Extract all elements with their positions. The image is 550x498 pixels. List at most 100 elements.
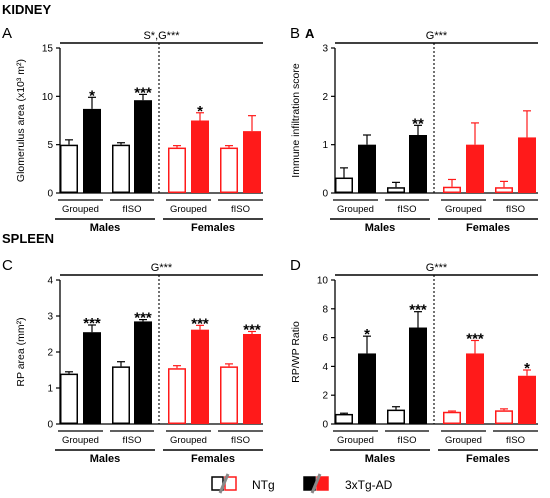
group-label: fISO bbox=[506, 435, 525, 446]
bar bbox=[387, 409, 405, 425]
legend: NTg 3xTg-AD bbox=[211, 473, 393, 494]
bar bbox=[83, 108, 101, 193]
y-tick-label: 1 bbox=[322, 140, 328, 151]
bar bbox=[191, 329, 209, 424]
y-tick-label: 10 bbox=[317, 276, 329, 287]
significance-marker: * bbox=[197, 103, 203, 120]
legend-swatch-ntg bbox=[211, 473, 237, 494]
group-label: fISO bbox=[122, 435, 141, 446]
y-tick-label: 0 bbox=[47, 189, 53, 200]
bar bbox=[518, 137, 536, 194]
panel-label: B bbox=[290, 25, 300, 42]
y-tick-label: 8 bbox=[322, 304, 328, 315]
legend-label-ntg: NTg bbox=[252, 478, 275, 492]
group-label: Grouped bbox=[445, 204, 482, 215]
swatch-slash bbox=[218, 473, 230, 494]
group-label: Grouped bbox=[170, 435, 207, 446]
y-tick-label: 10 bbox=[42, 92, 54, 103]
legend-swatch-3xtg bbox=[303, 473, 329, 494]
sex-label: Females bbox=[466, 453, 510, 465]
bar bbox=[335, 413, 353, 425]
panel-label: A bbox=[2, 25, 12, 42]
significance-marker: *** bbox=[466, 330, 484, 347]
bar bbox=[243, 334, 261, 424]
sex-label: Males bbox=[90, 222, 121, 234]
bar bbox=[112, 366, 130, 424]
y-axis-label: Glomerulus area (x10³ m²) bbox=[15, 59, 27, 182]
group-label: Grouped bbox=[62, 435, 99, 446]
group-label: fISO bbox=[397, 435, 416, 446]
y-tick-label: 2 bbox=[322, 92, 328, 103]
bar bbox=[168, 368, 186, 425]
panel-label: D bbox=[290, 257, 301, 274]
stats-label: G*** bbox=[426, 262, 448, 274]
significance-marker: *** bbox=[191, 315, 209, 332]
bar bbox=[168, 147, 186, 193]
significance-marker: * bbox=[364, 326, 370, 343]
group-label: fISO bbox=[122, 204, 141, 215]
sex-label: Females bbox=[191, 453, 235, 465]
y-axis-label: RP area (mm²) bbox=[15, 317, 27, 386]
panel-sublabel: A bbox=[305, 26, 315, 41]
bar bbox=[358, 353, 376, 424]
significance-marker: *** bbox=[134, 310, 152, 327]
bar bbox=[220, 147, 238, 193]
y-tick-label: 0 bbox=[47, 420, 53, 431]
significance-marker: *** bbox=[409, 302, 427, 319]
bar bbox=[83, 332, 101, 425]
bar bbox=[466, 353, 484, 424]
sex-label: Females bbox=[191, 222, 235, 234]
sex-label: Females bbox=[466, 222, 510, 234]
y-tick-label: 3 bbox=[322, 44, 328, 55]
bar bbox=[112, 144, 130, 194]
section-title-kidney: KIDNEY bbox=[2, 2, 51, 17]
y-tick-label: 2 bbox=[47, 348, 53, 359]
group-label: Grouped bbox=[337, 204, 374, 215]
group-label: Grouped bbox=[170, 204, 207, 215]
bar bbox=[409, 135, 427, 193]
bar bbox=[220, 366, 238, 424]
bar bbox=[335, 177, 353, 194]
legend-label-3xtg: 3xTg-AD bbox=[345, 478, 393, 492]
swatch-slash bbox=[310, 473, 322, 494]
y-axis-label: RP/WP Ratio bbox=[290, 321, 302, 383]
group-label: Grouped bbox=[337, 435, 374, 446]
y-tick-label: 4 bbox=[47, 276, 53, 287]
y-tick-label: 5 bbox=[47, 140, 53, 151]
group-label: Grouped bbox=[62, 204, 99, 215]
bar bbox=[495, 410, 513, 425]
stats-label: G*** bbox=[151, 262, 173, 274]
group-label: fISO bbox=[231, 204, 250, 215]
chart-panel-A: A 0 5 10 15 Glomerulus area (x10³ m²) S*,G*** *… bbox=[2, 25, 263, 234]
bar bbox=[409, 327, 427, 424]
chart-panel-B: B A 0 1 2 3 Immune infiltration score G*** ** Gro… bbox=[290, 25, 538, 234]
bar bbox=[134, 321, 152, 424]
stats-label: S*,G*** bbox=[143, 30, 180, 42]
y-tick-label: 15 bbox=[42, 44, 54, 55]
bar bbox=[466, 144, 484, 194]
group-label: fISO bbox=[231, 435, 250, 446]
y-tick-label: 0 bbox=[322, 420, 328, 431]
bar bbox=[518, 375, 536, 425]
sex-label: Males bbox=[365, 222, 396, 234]
y-tick-label: 4 bbox=[322, 362, 328, 373]
significance-marker: * bbox=[524, 360, 530, 377]
stats-label: G*** bbox=[426, 30, 448, 42]
group-label: fISO bbox=[397, 204, 416, 215]
sex-label: Males bbox=[90, 453, 121, 465]
bar bbox=[191, 120, 209, 193]
y-tick-label: 2 bbox=[322, 391, 328, 402]
panel-label: C bbox=[2, 257, 13, 274]
significance-marker: *** bbox=[243, 321, 261, 338]
sex-label: Males bbox=[365, 453, 396, 465]
y-tick-label: 1 bbox=[47, 384, 53, 395]
bar bbox=[358, 144, 376, 194]
chart-panel-C: C 0 1 2 3 4 RP area (mm²) G*** *** *** *** *** Group… bbox=[2, 257, 263, 465]
y-tick-label: 3 bbox=[47, 312, 53, 323]
y-tick-label: 0 bbox=[322, 189, 328, 200]
bar bbox=[495, 187, 513, 193]
bar bbox=[243, 131, 261, 193]
